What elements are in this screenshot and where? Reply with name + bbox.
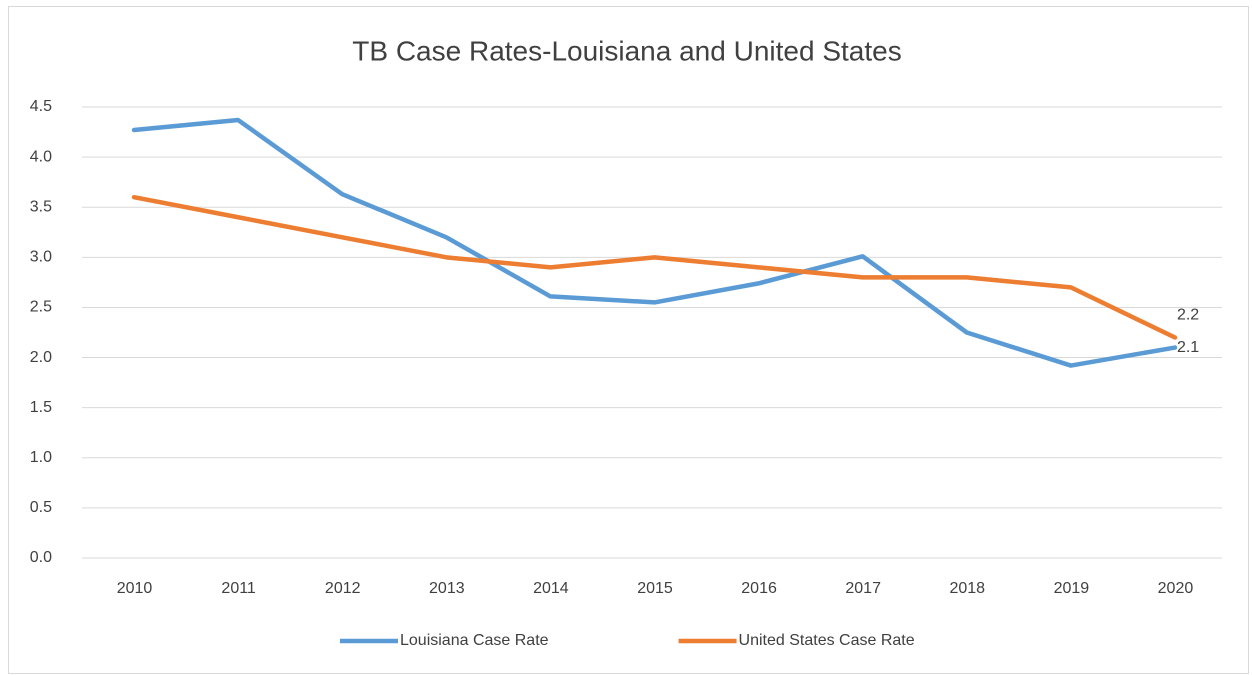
x-tick-label: 2013: [429, 580, 465, 597]
x-tick-label: 2015: [637, 580, 673, 597]
x-tick-label: 2016: [741, 580, 777, 597]
legend-label: United States Case Rate: [739, 632, 915, 649]
y-tick-label: 0.5: [30, 499, 52, 516]
y-tick-label: 4.0: [30, 148, 52, 165]
x-tick-label: 2018: [949, 580, 985, 597]
x-tick-label: 2011: [221, 580, 256, 597]
x-tick-label: 2017: [845, 580, 881, 597]
x-tick-label: 2012: [325, 580, 361, 597]
chart-title: TB Case Rates-Louisiana and United State…: [352, 35, 901, 66]
line: [131, 117, 1178, 368]
legend-label: Louisiana Case Rate: [400, 632, 549, 649]
x-tick-label: 2014: [533, 580, 569, 597]
data-label: 2.2: [1177, 307, 1199, 324]
y-tick-label: 2.5: [30, 299, 52, 316]
x-tick-label: 2010: [117, 580, 153, 597]
y-tick-label: 3.5: [30, 198, 52, 215]
data-label: 2.1: [1177, 339, 1199, 356]
y-tick-label: 1.0: [30, 449, 52, 466]
y-tick-label: 2.0: [30, 349, 52, 366]
y-tick-label: 1.5: [30, 399, 52, 416]
line: [131, 194, 1178, 340]
y-tick-label: 0.0: [30, 549, 52, 566]
chart-border: [8, 6, 1249, 674]
y-tick-label: 3.0: [30, 249, 52, 266]
x-tick-label: 2020: [1158, 580, 1194, 597]
y-tick-label: 4.5: [30, 98, 52, 115]
x-tick-label: 2019: [1054, 580, 1090, 597]
